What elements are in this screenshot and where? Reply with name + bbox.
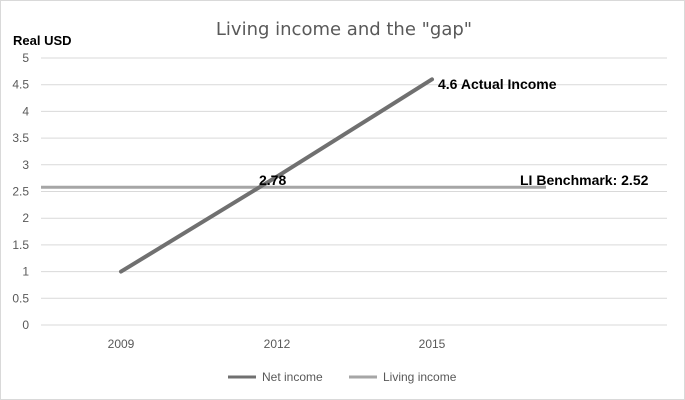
legend: Net income Living income (228, 370, 457, 384)
x-tick-label: 2009 (108, 337, 135, 351)
y-tick-label: 2.5 (12, 185, 29, 199)
y-tick-label: 4 (22, 104, 29, 118)
annotation-li-benchmark: LI Benchmark: 2.52 (520, 172, 649, 188)
y-tick-label: 5 (22, 51, 29, 65)
x-tick-label: 2012 (264, 337, 291, 351)
y-tick-label: 3 (22, 158, 29, 172)
legend-label-net-income: Net income (262, 370, 323, 384)
annotation-actual-income: 4.6 Actual Income (438, 76, 557, 92)
y-tick-label: 1 (22, 265, 29, 279)
y-axis-label: Real USD (13, 33, 72, 48)
legend-label-living-income: Living income (383, 370, 457, 384)
x-tick-label: 2015 (419, 337, 446, 351)
y-tick-label: 2 (22, 211, 29, 225)
series-line-net-income (119, 77, 434, 274)
y-tick-label: 4.5 (12, 78, 29, 92)
y-tick-label: 1.5 (12, 238, 29, 252)
chart-title: Living income and the "gap" (216, 19, 472, 40)
y-tick-label: 0.5 (12, 291, 29, 305)
annotation-crossing-value: 2.78 (259, 172, 286, 188)
y-tick-label: 0 (22, 318, 29, 332)
y-tick-label: 3.5 (12, 131, 29, 145)
